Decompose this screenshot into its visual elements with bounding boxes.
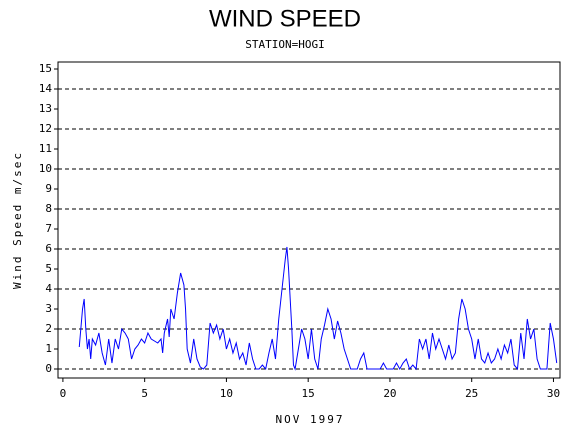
y-tick-label: 10 bbox=[39, 162, 52, 175]
y-tick-label: 1 bbox=[45, 342, 52, 355]
x-tick-label: 15 bbox=[302, 387, 315, 400]
data-line bbox=[78, 246, 558, 371]
y-tick-label: 6 bbox=[45, 242, 52, 255]
y-tick-label: 3 bbox=[45, 302, 52, 315]
y-tick-label: 15 bbox=[39, 62, 52, 75]
chart-subtitle: STATION=HOGI bbox=[245, 38, 324, 51]
x-axis-label: NOV 1997 bbox=[276, 413, 345, 426]
x-tick-label: 10 bbox=[220, 387, 233, 400]
y-axis-label: Wind Speed m/sec bbox=[11, 151, 24, 289]
y-tick-label: 0 bbox=[45, 362, 52, 375]
y-tick-label: 2 bbox=[45, 322, 52, 335]
y-tick-label: 11 bbox=[39, 142, 52, 155]
plot-frame bbox=[57, 61, 561, 379]
y-tick-label: 9 bbox=[45, 182, 52, 195]
y-tick-label: 4 bbox=[45, 282, 52, 295]
y-tick-label: 12 bbox=[39, 122, 52, 135]
y-tick-label: 7 bbox=[45, 222, 52, 235]
x-tick-label: 20 bbox=[383, 387, 396, 400]
x-tick-label: 25 bbox=[465, 387, 478, 400]
y-tick-label: 8 bbox=[45, 202, 52, 215]
y-tick-label: 14 bbox=[39, 82, 53, 95]
x-tick-label: 30 bbox=[547, 387, 560, 400]
y-tick-label: 5 bbox=[45, 262, 52, 275]
x-tick-label: 5 bbox=[141, 387, 148, 400]
y-tick-label: 13 bbox=[39, 102, 52, 115]
chart-title: WIND SPEED bbox=[209, 5, 361, 32]
x-tick-label: 0 bbox=[60, 387, 67, 400]
